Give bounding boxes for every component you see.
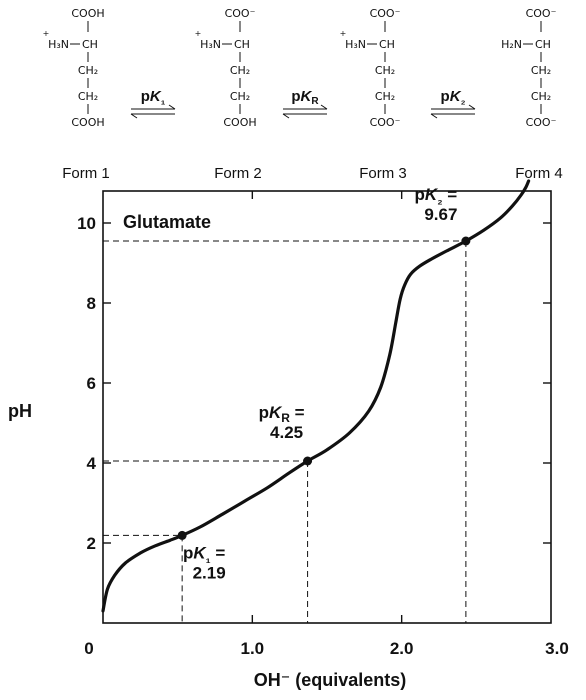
- amine-charge: +: [340, 29, 347, 38]
- pk-annotation-value: 9.67: [424, 205, 457, 224]
- amine-group: H₂N: [501, 38, 522, 51]
- forward-arrowhead: [320, 104, 328, 110]
- form-label: Form 3: [359, 165, 407, 182]
- methylene-2: CH₂: [375, 90, 395, 103]
- amine-group: H₃N: [345, 38, 366, 51]
- pk-annotation-label: pKR =: [259, 403, 305, 425]
- methylene-1: CH₂: [531, 64, 551, 77]
- forward-arrowhead: [468, 104, 476, 110]
- side-chain-carboxyl: COOH: [223, 116, 256, 129]
- pk-annotation-value: 4.25: [270, 423, 303, 442]
- amine-group: H₃N: [200, 38, 221, 51]
- x-tick-label: 3.0: [545, 639, 569, 658]
- side-chain-carboxyl: COOH: [71, 116, 104, 129]
- form-2-structure: COO⁻ +H₃N CH CH₂ CH₂ COOH Form 2: [195, 7, 262, 182]
- methylene-2: CH₂: [230, 90, 250, 103]
- pk-annotation-label: pK₁ =: [183, 543, 225, 565]
- x-tick-label: 1.0: [241, 639, 265, 658]
- y-tick-label: 6: [87, 374, 96, 393]
- alpha-carbon: CH: [234, 38, 250, 51]
- titration-curve: [101, 179, 531, 613]
- side-chain-carboxyl: COO⁻: [526, 116, 557, 129]
- x-tick-label: 0: [84, 639, 93, 658]
- amine-charge: +: [195, 29, 202, 38]
- top-carboxyl: COO⁻: [225, 7, 256, 20]
- reverse-arrowhead: [130, 113, 138, 119]
- y-tick-label: 10: [77, 214, 96, 233]
- top-carboxyl: COO⁻: [526, 7, 557, 20]
- top-carboxyl: COOH: [71, 7, 104, 20]
- side-chain-carboxyl: COO⁻: [370, 116, 401, 129]
- alpha-carbon: CH: [379, 38, 395, 51]
- form-label: Form 2: [214, 165, 262, 182]
- plot-frame: [102, 190, 552, 624]
- equilibrium-arrows: pK₁ pKR pK₂: [130, 88, 476, 119]
- alpha-carbon: CH: [82, 38, 98, 51]
- pk-annotation-value: 2.19: [193, 563, 226, 582]
- y-tick-label: 2: [87, 534, 96, 553]
- methylene-2: CH₂: [78, 90, 98, 103]
- pk-label: pKR: [291, 88, 319, 107]
- titration-chart: 2 4 6 8 10 0 1.0 2.0 3.0 pH OH⁻ (equivalents) Gluta…: [8, 179, 569, 690]
- methylene-1: CH₂: [375, 64, 395, 77]
- form-label: Form 1: [62, 165, 110, 182]
- amine-charge: +: [43, 29, 50, 38]
- y-axis-label: pH: [8, 401, 32, 421]
- form-3-structure: COO⁻ +H₃N CH CH₂ CH₂ COO⁻ Form 3: [340, 7, 407, 182]
- form-label: Form 4: [515, 165, 563, 182]
- pk-label: pK₂: [441, 88, 466, 107]
- equilibrium-1: pK₁: [130, 88, 176, 119]
- y-tick-label: 4: [87, 454, 97, 473]
- form-4-structure: COO⁻ H₂N CH CH₂ CH₂ COO⁻ Form 4: [501, 7, 563, 182]
- top-carboxyl: COO⁻: [370, 7, 401, 20]
- forward-arrowhead: [168, 104, 176, 110]
- y-tick-label: 8: [87, 294, 96, 313]
- pk-point: [461, 236, 471, 246]
- pk-label: pK₁: [141, 88, 166, 107]
- form-1-structure: COOH +H₃N CH CH₂ CH₂ COOH Form 1: [43, 7, 110, 182]
- amine-group: H₃N: [48, 38, 69, 51]
- pk-point: [303, 456, 313, 466]
- methylene-1: CH₂: [78, 64, 98, 77]
- pk-annotation-label: pK₂ =: [415, 185, 458, 207]
- reverse-arrowhead: [282, 113, 290, 119]
- reverse-arrowhead: [430, 113, 438, 119]
- methylene-1: CH₂: [230, 64, 250, 77]
- pk-point: [177, 530, 187, 540]
- equilibrium-3: pK₂: [430, 88, 476, 119]
- chart-title: Glutamate: [123, 212, 211, 232]
- x-tick-label: 2.0: [390, 639, 414, 658]
- x-axis-label: OH⁻ (equivalents): [254, 670, 407, 690]
- equilibrium-2: pKR: [282, 88, 328, 119]
- alpha-carbon: CH: [535, 38, 551, 51]
- methylene-2: CH₂: [531, 90, 551, 103]
